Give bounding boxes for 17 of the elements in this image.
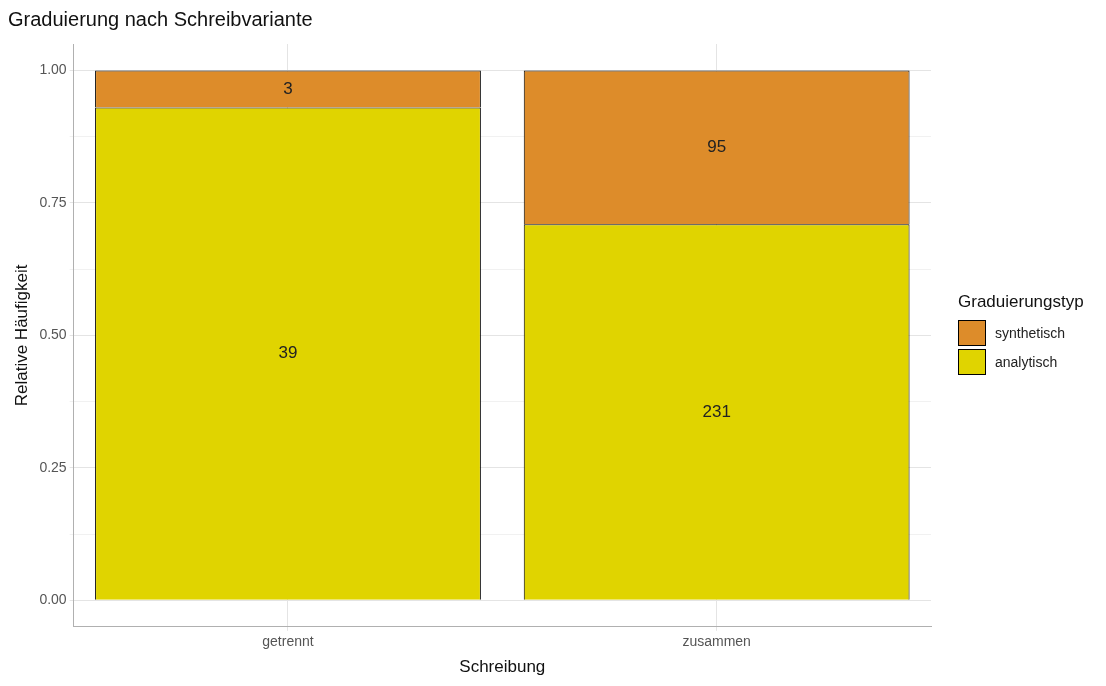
- annotation: 39: [278, 343, 298, 363]
- legend-label: synthetisch: [995, 325, 1066, 341]
- x-tick-label: zusammen: [682, 633, 751, 650]
- x-tick-label: getrennt: [262, 633, 314, 650]
- text: analytisch: [995, 354, 1058, 370]
- y-axis-title: Relative Häufigkeit: [11, 264, 31, 407]
- x-axis-title: Schreibung: [459, 657, 546, 677]
- legend-title: Graduierungstyp: [958, 292, 1084, 312]
- y-tick-label: 0.75: [39, 193, 67, 210]
- annotation: 231: [702, 401, 731, 421]
- annotation: 3: [283, 78, 293, 98]
- y-tick-label: 1.00: [39, 61, 67, 78]
- chart-title: Graduierung nach Schreibvariante: [8, 7, 313, 30]
- y-tick-label: 0.25: [39, 458, 67, 475]
- y-tick-label: 0.50: [39, 326, 67, 343]
- y-tick-label: 0.00: [39, 591, 67, 608]
- annotation: 95: [707, 137, 727, 156]
